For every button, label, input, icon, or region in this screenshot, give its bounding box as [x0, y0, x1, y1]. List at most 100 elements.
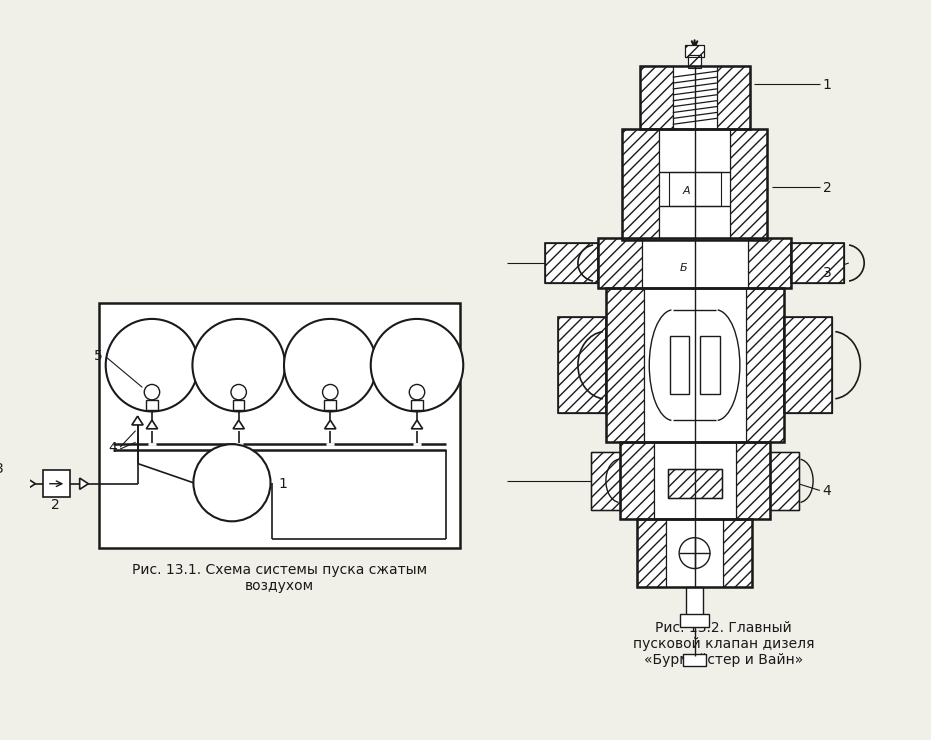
Text: 2: 2 [823, 181, 831, 195]
Text: 3: 3 [0, 462, 4, 476]
Bar [700, 336, 720, 394]
Circle shape [194, 444, 271, 521]
Bar [770, 452, 799, 510]
Bar [637, 519, 666, 587]
Bar [668, 469, 722, 498]
Bar [748, 238, 791, 288]
Circle shape [106, 319, 198, 411]
Bar [637, 519, 752, 587]
Circle shape [284, 319, 376, 411]
Circle shape [679, 538, 710, 568]
Circle shape [193, 319, 285, 411]
Bar [591, 452, 620, 510]
Bar [546, 243, 599, 283]
Text: Б: Б [681, 263, 688, 273]
Bar [622, 129, 659, 240]
Bar [637, 519, 666, 587]
Bar [666, 519, 723, 587]
Bar [591, 452, 620, 510]
Text: 1: 1 [278, 477, 287, 491]
Bar [659, 129, 730, 240]
Bar [558, 317, 606, 414]
Bar [668, 469, 722, 498]
Text: 2: 2 [51, 498, 60, 512]
Bar [43, 470, 70, 497]
Polygon shape [80, 478, 88, 489]
Bar [791, 243, 843, 283]
Bar [791, 243, 843, 283]
Bar [717, 67, 750, 129]
Polygon shape [132, 417, 143, 425]
Bar [770, 452, 799, 510]
Bar [622, 129, 767, 240]
Bar [784, 317, 832, 414]
Bar [599, 238, 791, 288]
Circle shape [410, 385, 425, 400]
Circle shape [231, 385, 247, 400]
Bar [599, 238, 641, 288]
Bar [620, 443, 770, 519]
Bar [723, 519, 752, 587]
Text: A: A [683, 186, 691, 195]
Bar [622, 129, 659, 240]
Bar [599, 238, 641, 288]
Bar [688, 55, 701, 68]
Bar [620, 443, 654, 519]
Bar [736, 443, 770, 519]
Bar [668, 172, 721, 206]
Bar [730, 129, 767, 240]
Bar [325, 400, 336, 409]
Bar [717, 67, 750, 129]
Bar [640, 67, 673, 129]
Bar [606, 288, 644, 443]
Bar [685, 45, 704, 57]
Bar [654, 443, 736, 519]
Bar [641, 238, 748, 288]
Bar [640, 67, 673, 129]
Bar [546, 243, 599, 283]
Polygon shape [412, 420, 423, 428]
Bar [688, 55, 701, 68]
Polygon shape [146, 420, 157, 428]
Text: Рис. 13.1. Схема системы пуска сжатым
воздухом: Рис. 13.1. Схема системы пуска сжатым во… [132, 562, 427, 593]
Text: 5: 5 [94, 349, 103, 363]
Bar [686, 587, 703, 616]
Circle shape [322, 385, 338, 400]
Bar [146, 400, 157, 409]
Bar [558, 317, 606, 414]
Bar [730, 129, 767, 240]
Bar [791, 243, 843, 283]
Polygon shape [233, 420, 244, 428]
Polygon shape [325, 420, 336, 428]
Polygon shape [26, 477, 35, 490]
Bar [668, 469, 722, 498]
Bar [673, 67, 717, 129]
Bar [746, 288, 784, 443]
Text: 4: 4 [109, 441, 117, 455]
Bar [723, 519, 752, 587]
Bar [412, 400, 423, 409]
Bar [606, 288, 644, 443]
Text: 1: 1 [823, 78, 831, 92]
Bar [746, 288, 784, 443]
Bar [558, 317, 606, 414]
Bar [683, 654, 706, 666]
Bar [546, 243, 599, 283]
Text: 4: 4 [823, 484, 831, 498]
Bar [99, 303, 460, 548]
Text: Рис. 13.2. Главный
пусковой клапан дизеля
«Бурмейстер и Вайн»: Рис. 13.2. Главный пусковой клапан дизел… [633, 621, 815, 667]
Circle shape [371, 319, 464, 411]
Bar [644, 288, 746, 443]
Bar [770, 452, 799, 510]
Bar [591, 452, 620, 510]
Bar [620, 443, 654, 519]
Bar [685, 45, 704, 57]
Bar [233, 400, 245, 409]
Bar [784, 317, 832, 414]
Bar [640, 67, 750, 129]
Bar [784, 317, 832, 414]
Circle shape [144, 385, 160, 400]
Text: 3: 3 [823, 266, 831, 280]
Bar [606, 288, 784, 443]
Bar [736, 443, 770, 519]
